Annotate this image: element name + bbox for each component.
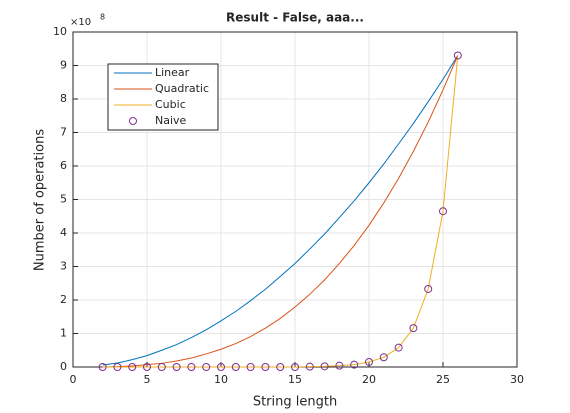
y-tick-label: 10 [53,25,67,38]
x-axis-label: String length [253,395,337,410]
data-point [394,343,403,352]
data-point [246,363,255,371]
legend-label: Naive [155,114,187,127]
data-line [102,55,459,368]
x-tick-label: 30 [510,373,524,386]
data-point [305,362,314,371]
chart-title: Result - False, aaa... [226,11,364,25]
data-point [365,357,373,366]
y-tick-label: 7 [60,126,67,139]
x-tick-label: 25 [436,373,450,386]
data-point [424,284,433,293]
y-tick-label: 0 [60,360,67,373]
data-line [102,55,459,366]
x-tick-label: 5 [144,373,151,386]
data-point [187,363,196,371]
data-point [143,363,151,371]
data-point [439,207,447,216]
data-point [276,363,285,371]
data-point [128,363,137,371]
x-tick-label: 20 [362,373,376,386]
data-point [320,362,329,371]
y-tick-label: 5 [60,193,67,206]
y-tick-label: 3 [60,260,67,273]
data-point [217,363,225,371]
legend-box [107,63,219,131]
data-point [202,363,211,371]
legend-marker [129,117,137,125]
data-point [157,363,166,371]
x-tick-label: 0 [70,373,77,386]
y-tick-label: 2 [60,293,67,306]
legend-label: Cubic [155,98,186,111]
data-point [291,363,299,371]
data-point [231,363,240,371]
legend-label: Linear [155,66,190,79]
y-tick-label: 4 [60,226,67,239]
data-point [261,363,270,371]
x-tick-label: 10 [214,373,228,386]
y-multiplier-exponent: 8 [100,13,105,22]
data-point [98,363,107,371]
y-tick-label: 6 [60,159,67,172]
data-point [172,363,181,371]
y-multiplier: ×10 [70,17,91,28]
data-point [379,353,388,362]
data-point [409,324,418,333]
data-point [335,361,344,370]
y-tick-label: 1 [60,327,67,340]
data-point [113,363,122,371]
data-point [453,51,462,60]
data-point [350,360,359,369]
y-tick-label: 8 [60,92,67,105]
y-axis-label: Number of operations [33,129,48,271]
x-tick-label: 15 [288,373,302,386]
legend-label: Quadratic [155,82,209,95]
y-tick-label: 9 [60,59,67,72]
